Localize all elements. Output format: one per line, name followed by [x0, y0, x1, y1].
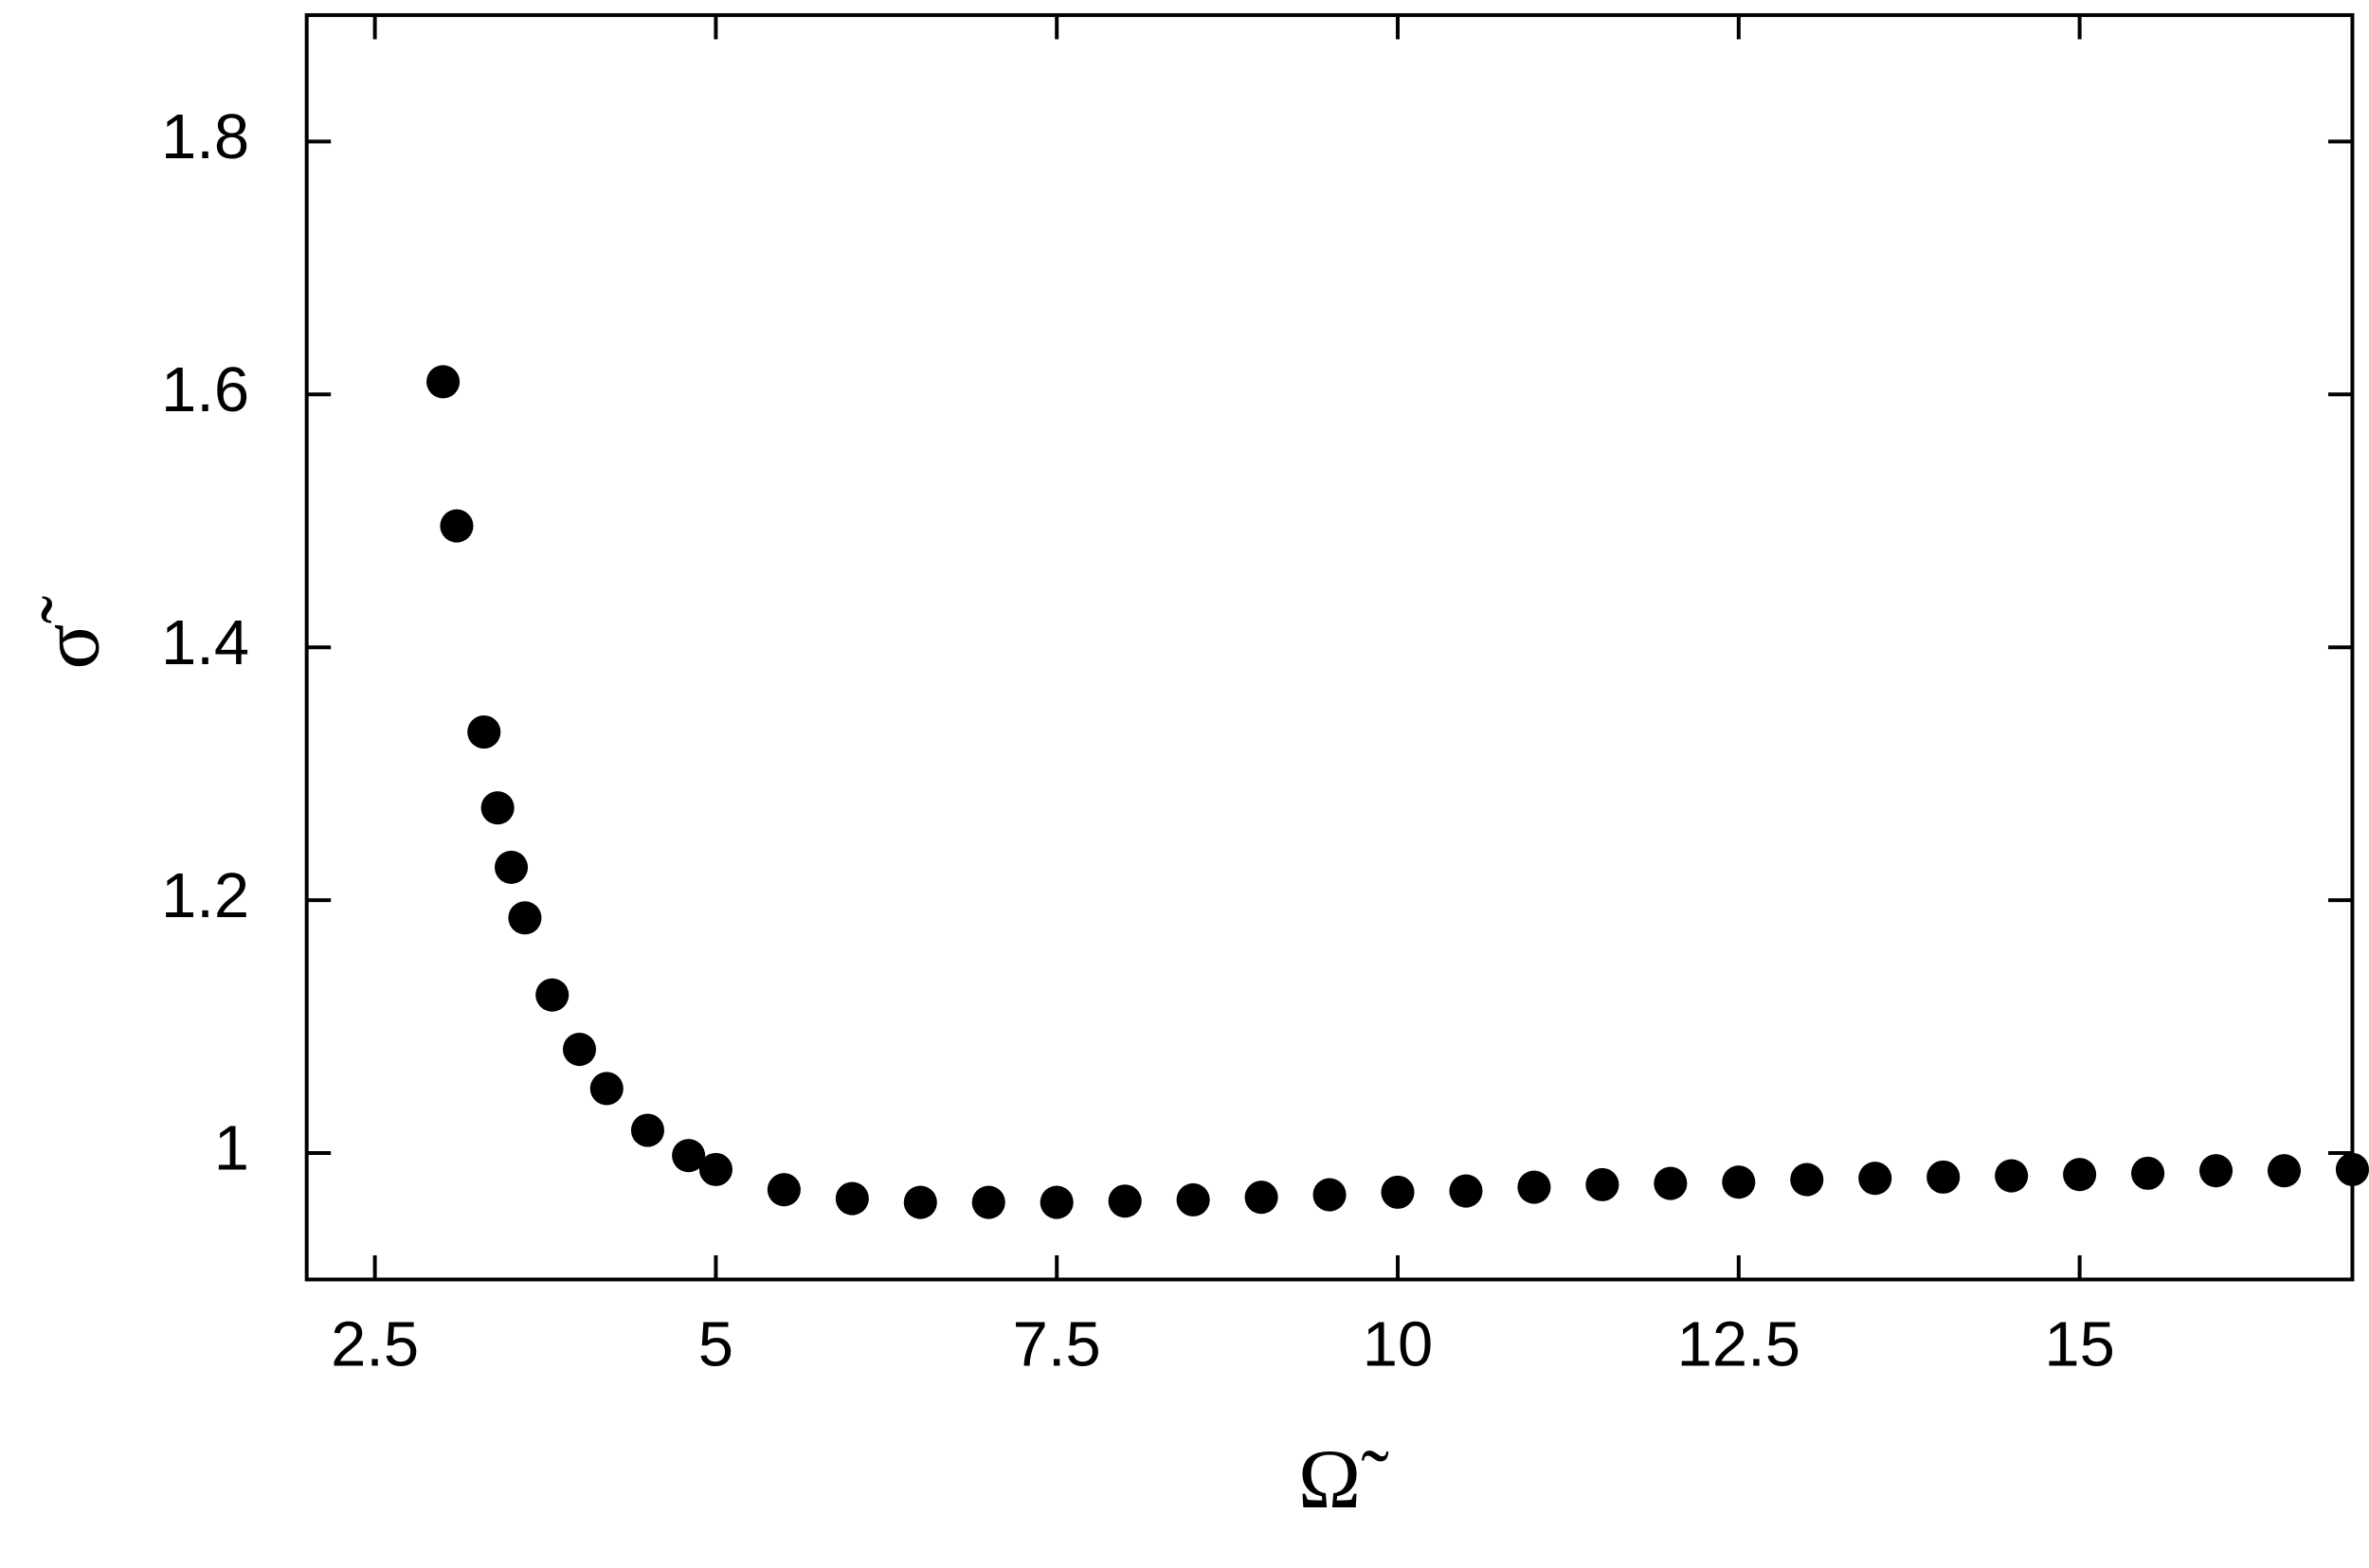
- x-tick-label: 7.5: [1013, 1308, 1101, 1379]
- data-point: [1517, 1170, 1551, 1204]
- y-tick-label: 1.6: [161, 354, 249, 425]
- data-point: [767, 1173, 801, 1207]
- data-point: [1585, 1167, 1619, 1201]
- x-tick-label: 5: [698, 1308, 733, 1379]
- data-point: [589, 1072, 624, 1106]
- data-point: [1926, 1160, 1961, 1194]
- data-point: [698, 1152, 732, 1186]
- data-point: [1312, 1178, 1347, 1212]
- data-point: [2063, 1158, 2097, 1192]
- data-point: [1722, 1165, 1756, 1199]
- data-point: [495, 850, 529, 884]
- data-point: [835, 1181, 869, 1216]
- data-point: [1244, 1181, 1278, 1215]
- data-point: [467, 715, 501, 749]
- data-point: [1176, 1182, 1210, 1217]
- x-tick-label: 10: [1363, 1308, 1433, 1379]
- data-point: [535, 978, 570, 1012]
- data-point: [1995, 1159, 2029, 1193]
- data-point: [903, 1185, 937, 1219]
- y-tick-label: 1: [214, 1113, 249, 1184]
- data-point: [1040, 1185, 1074, 1219]
- data-point: [562, 1033, 597, 1067]
- data-point: [1108, 1184, 1142, 1218]
- y-tick-label: 1.2: [161, 860, 249, 931]
- x-tick-label: 15: [2044, 1308, 2114, 1379]
- data-point: [440, 509, 474, 543]
- data-point: [630, 1113, 664, 1147]
- y-tick-label: 1.4: [161, 607, 249, 678]
- data-point: [2131, 1156, 2165, 1190]
- data-point: [2267, 1154, 2302, 1188]
- data-point: [2335, 1152, 2369, 1186]
- y-axis-label: σ̃: [23, 595, 117, 669]
- data-point: [1790, 1162, 1824, 1197]
- data-point: [1449, 1174, 1483, 1208]
- y-tick-label: 1.8: [161, 101, 249, 172]
- data-point: [1381, 1175, 1415, 1209]
- x-axis-label: Ω̃: [1298, 1433, 1389, 1526]
- data-point: [672, 1139, 706, 1173]
- data-point: [508, 901, 542, 935]
- data-point: [1858, 1162, 1892, 1196]
- data-point: [971, 1185, 1005, 1219]
- x-tick-label: 12.5: [1677, 1308, 1800, 1379]
- x-tick-label: 2.5: [331, 1308, 419, 1379]
- data-point: [2199, 1154, 2233, 1188]
- data-point: [426, 365, 461, 399]
- data-point: [480, 791, 515, 825]
- data-point: [1654, 1166, 1688, 1200]
